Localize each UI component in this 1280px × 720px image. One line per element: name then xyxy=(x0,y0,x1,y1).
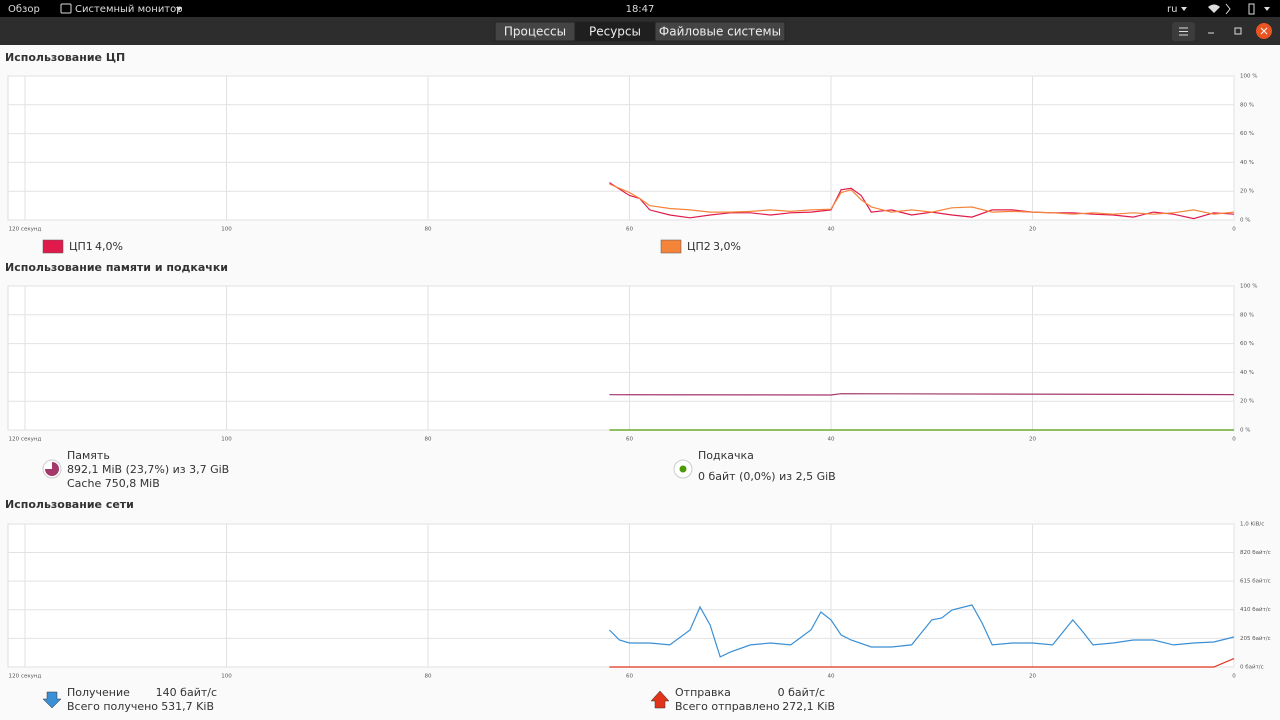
series-line xyxy=(609,393,1235,396)
x-tick-label: 0 xyxy=(1232,674,1236,680)
maximize-button[interactable] xyxy=(1234,27,1242,35)
legend-swatch[interactable] xyxy=(660,239,682,254)
x-tick-label: 100 xyxy=(221,227,232,233)
x-tick-label: 20 xyxy=(1029,437,1036,443)
section-title: Использование памяти и подкачки xyxy=(5,261,228,274)
x-tick-label: 20 xyxy=(1029,674,1036,680)
app-menu[interactable]: Системный монитор xyxy=(75,4,183,15)
x-tick-label: 100 xyxy=(221,437,232,443)
y-tick-label: 80 % xyxy=(1240,312,1254,318)
legend-detail: Cache 750,8 MiB xyxy=(67,477,160,490)
legend-swatch[interactable] xyxy=(42,239,64,254)
section-title: Использование сети xyxy=(5,498,134,511)
legend-name: ЦП2 xyxy=(687,240,711,253)
legend-arrow[interactable] xyxy=(42,691,62,709)
clock[interactable]: 18:47 xyxy=(626,4,655,15)
legend-dot xyxy=(679,465,687,473)
y-tick-label: 1,0 KiB/с xyxy=(1240,522,1264,528)
x-tick-label: 0 xyxy=(1232,437,1236,443)
y-tick-label: 820 байт/с xyxy=(1240,549,1271,556)
y-tick-label: 20 % xyxy=(1240,399,1254,405)
y-tick-label: 80 % xyxy=(1240,102,1254,108)
plot-area xyxy=(7,523,1235,668)
legend-total-label: Всего получено xyxy=(67,700,158,713)
legend-pie xyxy=(45,462,59,476)
menu-icon xyxy=(1179,27,1188,36)
y-tick-label: 40 % xyxy=(1240,370,1254,376)
legend-total: 531,7 KiB xyxy=(161,700,214,713)
y-tick-label: 410 байт/с xyxy=(1240,606,1271,613)
tab-label: Файловые системы xyxy=(659,25,781,39)
plot-area xyxy=(7,285,1235,431)
battery-icon xyxy=(1248,3,1255,15)
legend-rate: 0 байт/с xyxy=(778,686,825,699)
plot-area xyxy=(7,75,1235,221)
x-tick-label: 20 xyxy=(1029,227,1036,233)
x-tick-label: 40 xyxy=(828,227,835,233)
legend-arrow[interactable] xyxy=(650,690,670,709)
legend-name: Подкачка xyxy=(698,449,754,462)
legend-name: Память xyxy=(67,449,110,462)
tab-label: Ресурсы xyxy=(589,25,641,39)
legend-detail: 0 байт (0,0%) из 2,5 GiB xyxy=(698,470,836,483)
x-tick-label: 60 xyxy=(626,227,633,233)
legend-value: 4,0% xyxy=(95,240,123,253)
x-tick-label: 40 xyxy=(828,674,835,680)
y-tick-label: 100 % xyxy=(1240,74,1257,80)
series-line xyxy=(609,658,1235,668)
legend-name: Отправка xyxy=(675,686,731,699)
tab-label: Процессы xyxy=(504,25,566,39)
y-tick-label: 40 % xyxy=(1240,160,1254,166)
y-tick-label: 60 % xyxy=(1240,131,1254,137)
x-tick-label: 0 xyxy=(1232,227,1236,233)
y-tick-label: 100 % xyxy=(1240,284,1257,290)
y-tick-label: 615 байт/с xyxy=(1240,578,1271,585)
app-menu-arrow xyxy=(176,7,182,11)
legend-detail: 892,1 MiB (23,7%) из 3,7 GiB xyxy=(67,463,229,476)
app-icon xyxy=(60,3,72,14)
series-line xyxy=(609,183,1235,215)
series-line xyxy=(609,182,1235,220)
x-tick-label: 120 секунд xyxy=(9,437,42,443)
lang-arrow xyxy=(1181,7,1187,11)
x-tick-label: 40 xyxy=(828,437,835,443)
legend-name: Получение xyxy=(67,686,130,699)
top-bar xyxy=(0,0,1280,17)
x-tick-label: 120 секунд xyxy=(9,227,42,233)
x-tick-label: 120 секунд xyxy=(9,674,42,680)
legend-rate: 140 байт/с xyxy=(156,686,217,699)
y-tick-label: 20 % xyxy=(1240,189,1254,195)
y-tick-label: 0 % xyxy=(1240,218,1250,224)
x-tick-label: 80 xyxy=(425,674,432,680)
x-tick-label: 60 xyxy=(626,437,633,443)
wifi-icon xyxy=(1208,4,1220,13)
legend-total-label: Всего отправлено xyxy=(675,700,780,713)
system-menu-arrow[interactable] xyxy=(1264,7,1270,11)
x-tick-label: 80 xyxy=(425,437,432,443)
y-tick-label: 60 % xyxy=(1240,341,1254,347)
x-tick-label: 60 xyxy=(626,674,633,680)
legend-name: ЦП1 xyxy=(69,240,93,253)
y-tick-label: 205 байт/с xyxy=(1240,635,1271,642)
section-title: Использование ЦП xyxy=(5,51,125,64)
x-tick-label: 80 xyxy=(425,227,432,233)
series-line xyxy=(608,604,1235,658)
volume-icon xyxy=(1225,3,1231,15)
close-icon xyxy=(1260,27,1268,35)
legend-value: 3,0% xyxy=(713,240,741,253)
legend-total: 272,1 KiB xyxy=(782,700,835,713)
y-tick-label: 0 % xyxy=(1240,428,1250,434)
x-tick-label: 100 xyxy=(221,674,232,680)
y-tick-label: 0 байт/с xyxy=(1240,664,1264,671)
tab[interactable] xyxy=(654,21,786,42)
activities[interactable]: Обзор xyxy=(8,4,40,15)
language[interactable]: ru xyxy=(1167,4,1177,15)
